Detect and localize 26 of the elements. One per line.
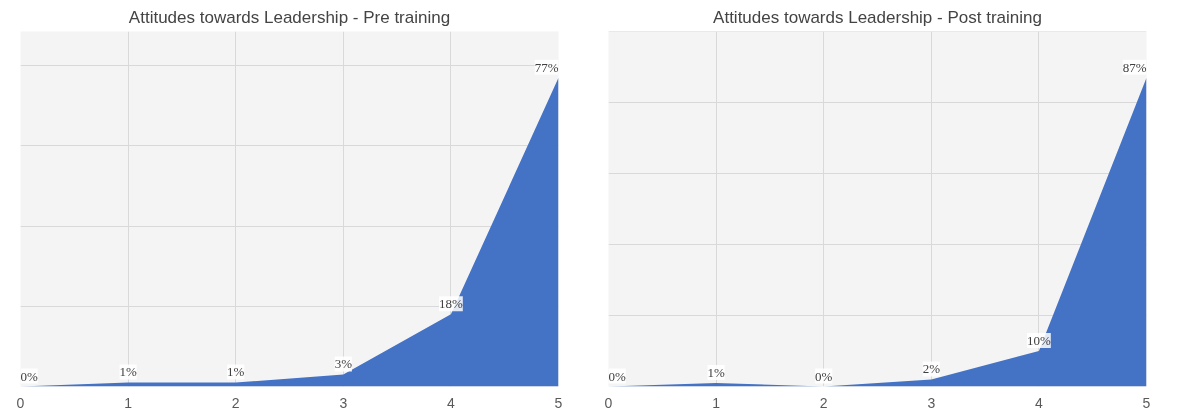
chart-title: Attitudes towards Leadership - Post training xyxy=(713,7,1042,27)
x-tick-label: 0 xyxy=(16,394,25,411)
data-label: 0% xyxy=(608,368,626,384)
data-label: 1% xyxy=(227,364,245,380)
x-tick-label: 4 xyxy=(1035,394,1044,411)
x-tick-label: 4 xyxy=(447,394,456,411)
x-tick-label: 3 xyxy=(927,394,936,411)
data-label: 3% xyxy=(334,356,353,372)
x-tick-label: 5 xyxy=(554,394,563,411)
data-label: 77% xyxy=(534,59,559,75)
data-label: 87% xyxy=(1122,59,1147,75)
x-tick-label: 1 xyxy=(124,394,133,411)
chart-title: Attitudes towards Leadership - Pre training xyxy=(128,7,451,27)
data-label: 1% xyxy=(707,364,725,380)
x-tick-label: 2 xyxy=(231,394,240,411)
data-label: 0% xyxy=(815,368,833,384)
data-label: 10% xyxy=(1026,333,1051,349)
data-label: 0% xyxy=(20,368,38,384)
x-tick-label: 1 xyxy=(712,394,721,411)
x-tick-label: 0 xyxy=(604,394,613,411)
x-tick-label: 5 xyxy=(1142,394,1151,411)
x-tick-label: 3 xyxy=(339,394,348,411)
data-label: 1% xyxy=(119,364,137,380)
data-label: 2% xyxy=(922,361,941,377)
x-tick-label: 2 xyxy=(819,394,828,411)
data-label: 18% xyxy=(438,296,463,312)
